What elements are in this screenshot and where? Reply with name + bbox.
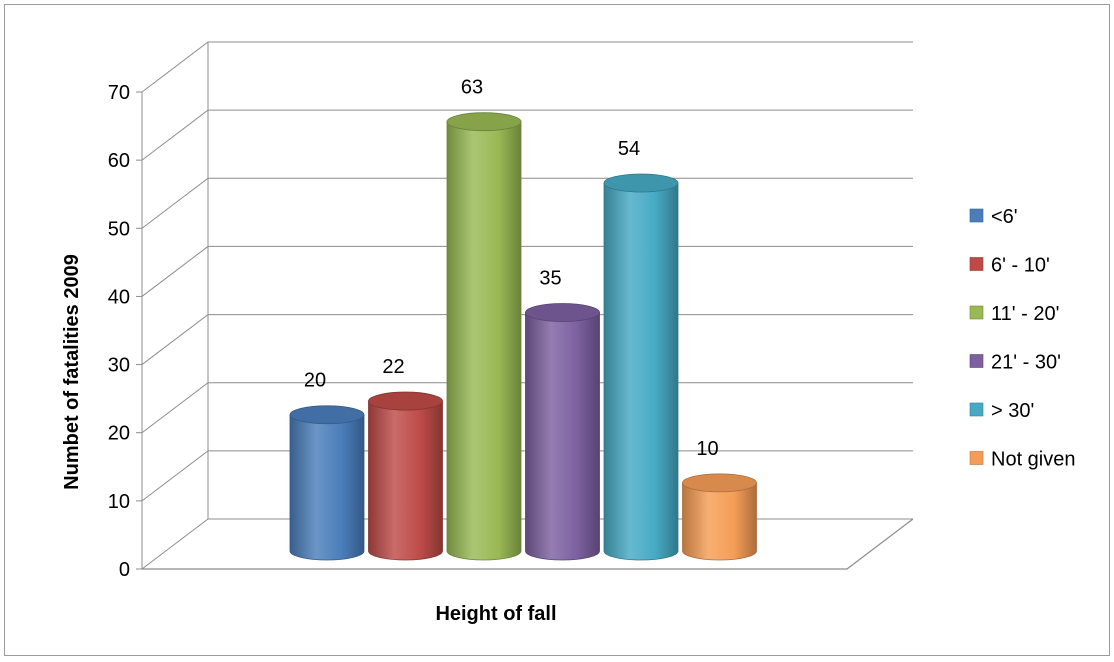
floor-outline [142, 518, 914, 570]
legend-item: 11' - 20' [969, 303, 1059, 325]
bar-2 [446, 112, 522, 561]
y-tick-label: 30 [108, 355, 130, 377]
legend: <6' 6' - 10' 11' - 20' 21' - 30' > 30' Not gi… [969, 206, 1076, 471]
data-label: 54 [618, 138, 640, 160]
legend-item: <6' [969, 206, 1018, 228]
gridline [141, 41, 913, 93]
legend-label: <6' [991, 206, 1018, 228]
legend-item: 6' - 10' [969, 255, 1050, 277]
data-label: 10 [696, 438, 718, 460]
y-tick-label: 20 [108, 423, 130, 445]
legend-swatch [969, 305, 984, 320]
y-tick-label: 50 [108, 218, 130, 240]
chart-frame: 0 10 20 30 40 50 60 70 20 22 63 35 54 10 Height of f… [4, 4, 1110, 656]
y-tick-label: 60 [108, 150, 130, 172]
gridline [141, 177, 913, 229]
legend-label: 11' - 20' [991, 303, 1059, 325]
legend-label: Not given [991, 449, 1076, 471]
legend-swatch [969, 402, 984, 417]
legend-item: 21' - 30' [969, 352, 1061, 374]
bar-5 [682, 473, 757, 561]
legend-label: 21' - 30' [991, 352, 1061, 374]
bar-top [682, 473, 757, 493]
data-labels: 20 22 63 35 54 10 [304, 77, 719, 460]
y-tick-label: 10 [108, 491, 130, 513]
bar-top [525, 303, 600, 322]
bar-body [603, 182, 679, 561]
bar-body [446, 121, 522, 561]
bar-top [603, 173, 679, 193]
bar-0 [289, 405, 365, 561]
bars [289, 112, 757, 561]
y-tick-labels: 0 10 20 30 40 50 60 70 [108, 82, 130, 581]
bar-top [368, 391, 443, 411]
legend-swatch [969, 208, 984, 223]
gridlines [136, 41, 913, 570]
y-tick-label: 0 [119, 559, 130, 581]
bar-body [525, 312, 600, 561]
chart-walls [141, 42, 914, 570]
bar-body [682, 482, 757, 561]
data-label: 22 [382, 356, 404, 378]
bar-chart: 0 10 20 30 40 50 60 70 20 22 63 35 54 10 Height of f… [61, 41, 1076, 625]
gridline [141, 245, 913, 297]
bar-top [446, 112, 522, 132]
y-axis-title: Numbet of fatalities 2009 [61, 254, 83, 490]
legend-label: 6' - 10' [991, 255, 1050, 277]
gridline [141, 109, 913, 161]
legend-swatch [969, 354, 984, 368]
bar-body [289, 414, 365, 561]
x-axis-title: Height of fall [435, 603, 556, 625]
legend-item: > 30' [969, 400, 1034, 422]
y-tick-label: 70 [108, 82, 130, 104]
legend-swatch [969, 451, 984, 465]
legend-label: > 30' [991, 400, 1034, 422]
legend-swatch [969, 257, 984, 271]
bar-top [289, 405, 365, 425]
y-tick-label: 40 [108, 286, 130, 308]
data-label: 35 [539, 268, 561, 290]
data-label: 63 [461, 77, 483, 99]
data-label: 20 [304, 370, 326, 392]
bar-3 [525, 303, 600, 561]
legend-item: Not given [969, 449, 1076, 471]
bar-1 [368, 391, 443, 561]
bar-body [368, 400, 443, 561]
bar-4 [603, 173, 679, 561]
